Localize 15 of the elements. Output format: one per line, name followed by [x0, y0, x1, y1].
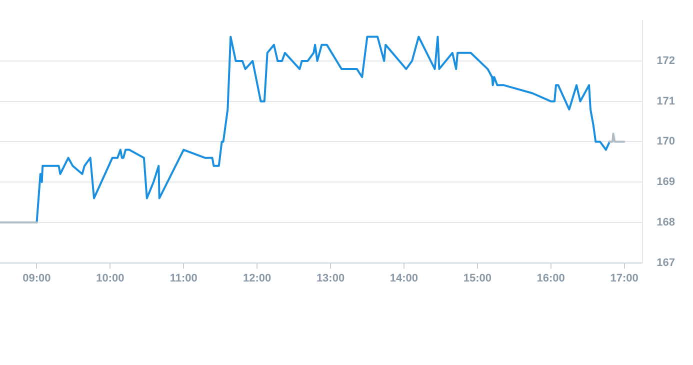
x-tick-label: 10:00: [96, 272, 124, 284]
x-tick-label: 12:00: [242, 272, 272, 284]
y-tick-label: 171: [656, 95, 676, 108]
x-tick-label: 11:00: [170, 272, 198, 284]
y-tick-label: 170: [656, 136, 676, 148]
x-tick-label: 13:00: [316, 272, 345, 284]
y-tick-label: 169: [656, 176, 676, 188]
x-tick-label: 15:00: [463, 272, 492, 284]
x-tick-label: 09:00: [22, 272, 51, 284]
x-tick-label: 14:00: [390, 272, 418, 284]
x-tick-label: 17:00: [610, 272, 638, 284]
x-tick-label: 16:00: [536, 272, 565, 284]
y-tick-label: 168: [656, 216, 676, 228]
y-tick-label: 172: [656, 55, 676, 67]
y-tick-label: 167: [656, 256, 676, 269]
